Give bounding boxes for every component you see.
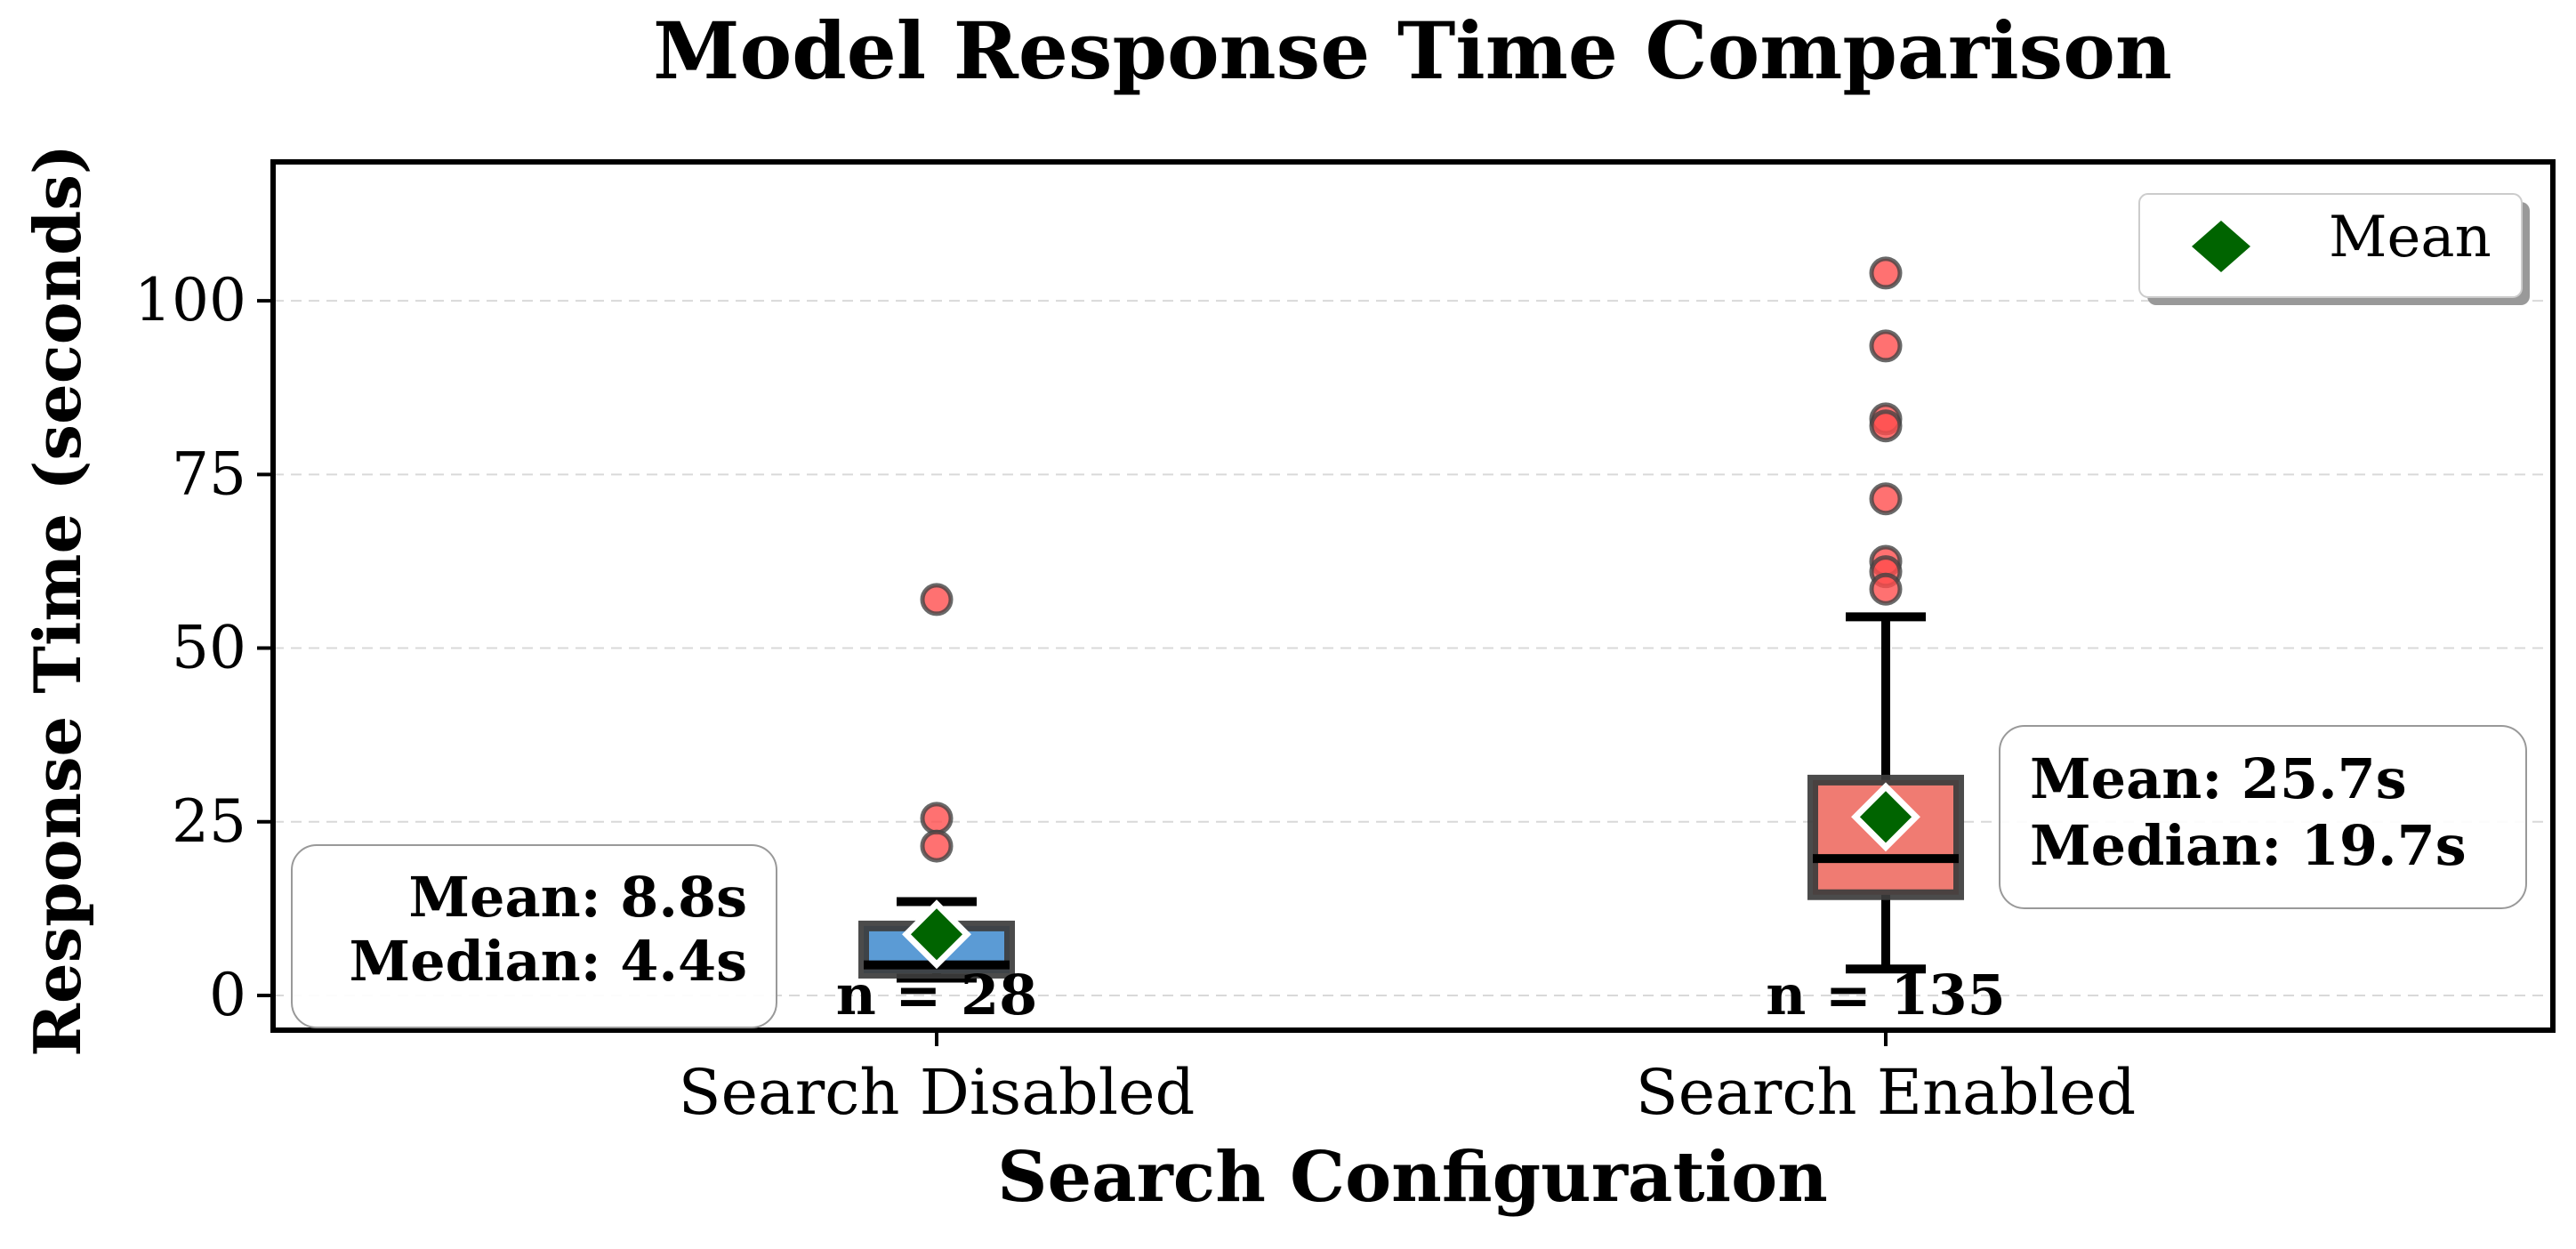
legend-label-mean: Mean xyxy=(2329,205,2491,270)
chart-title: Model Response Time Comparison xyxy=(653,4,2172,97)
outlier-point-search-enabled-4 xyxy=(1869,482,1903,516)
outlier-point-search-disabled-0 xyxy=(920,583,954,616)
y-axis-ticks: 0 25 50 75 100 xyxy=(134,266,273,1029)
y-tick-label-100: 100 xyxy=(134,266,246,334)
plot-frame xyxy=(270,159,2556,1033)
stats-line-search-disabled-1: Median: 4.4s xyxy=(350,929,747,994)
mean-marker-search-enabled xyxy=(1851,782,1920,852)
stats-box-frame-search-disabled xyxy=(291,844,777,1028)
outlier-point-search-enabled-7 xyxy=(1869,572,1903,606)
x-tick-label-search-enabled: Search Enabled xyxy=(1636,1056,2136,1129)
stats-line-search-enabled-0: Mean: 25.7s xyxy=(2030,746,2407,811)
sample-size-label-search-disabled: n = 28 xyxy=(836,963,1037,1027)
outlier-point-search-disabled-2 xyxy=(920,829,954,863)
stats-line-search-enabled-1: Median: 19.7s xyxy=(2030,813,2467,878)
outlier-point-search-disabled-1 xyxy=(920,802,954,835)
box-group-search-disabled xyxy=(858,897,1015,983)
stats-line-search-disabled-0: Mean: 8.8s xyxy=(408,865,747,930)
outliers-layer xyxy=(920,256,1903,863)
stats-box-frame-search-enabled xyxy=(1999,725,2527,909)
legend-mean-marker xyxy=(2192,221,2250,272)
outlier-point-search-enabled-0 xyxy=(1869,256,1903,290)
box-group-search-enabled xyxy=(1807,612,1964,974)
x-axis-label: Search Configuration xyxy=(997,1137,1828,1218)
boxes-layer xyxy=(858,612,1964,983)
n-labels-layer: n = 28 n = 135 xyxy=(836,963,2006,1027)
x-tick-label-search-disabled: Search Disabled xyxy=(679,1056,1195,1129)
y-tick-label-25: 25 xyxy=(172,787,246,856)
legend: Mean xyxy=(2138,193,2523,298)
y-tick-label-50: 50 xyxy=(172,614,246,682)
y-tick-label-0: 0 xyxy=(209,961,246,1029)
y-tick-label-75: 75 xyxy=(172,439,246,508)
outlier-point-search-enabled-3 xyxy=(1869,409,1903,443)
sample-size-label-search-enabled: n = 135 xyxy=(1766,963,2006,1027)
mean-marker-search-disabled xyxy=(902,899,971,970)
outlier-point-search-enabled-1 xyxy=(1869,329,1903,363)
x-axis-ticks: Search Disabled Search Enabled xyxy=(679,1030,2136,1129)
legend-box xyxy=(2138,193,2523,298)
y-axis-label: Response Time (seconds) xyxy=(20,144,95,1057)
